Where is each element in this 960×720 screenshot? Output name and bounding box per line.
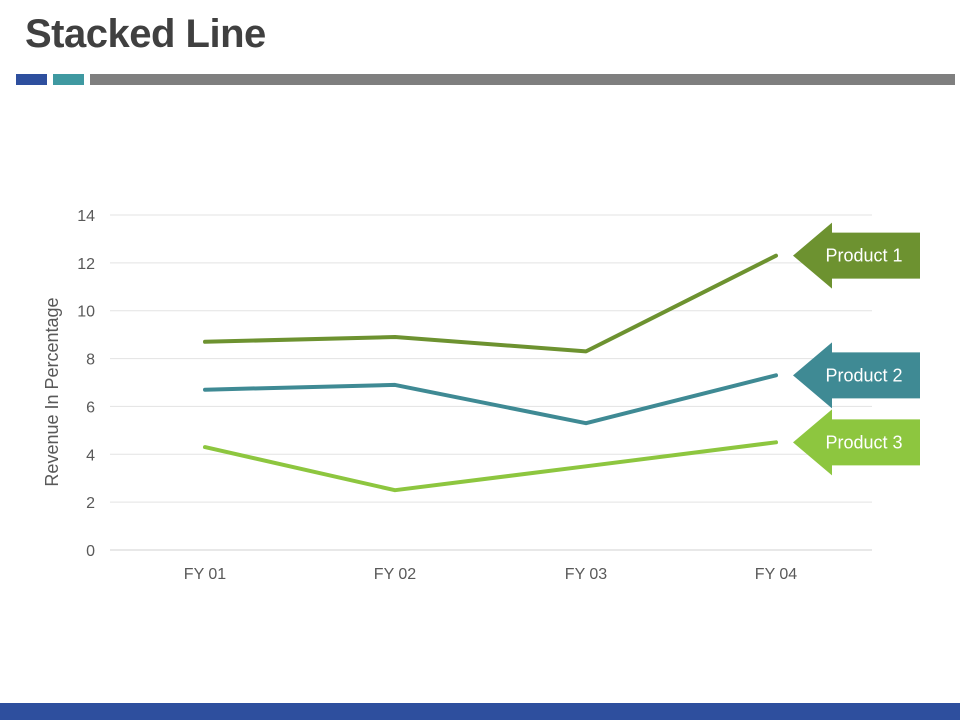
- callout-arrow-1: [793, 222, 920, 289]
- y-tick-label: 12: [77, 256, 95, 273]
- accent-bar-teal: [53, 74, 84, 85]
- y-tick-label: 6: [86, 399, 95, 416]
- x-tick-label: FY 03: [565, 566, 608, 583]
- accent-bar-gray: [90, 74, 955, 85]
- x-tick-label: FY 01: [184, 566, 227, 583]
- y-tick-label: 0: [86, 543, 95, 560]
- x-tick-label: FY 04: [755, 566, 798, 583]
- x-tick-label: FY 02: [374, 566, 417, 583]
- series-label-1: Product 1: [825, 246, 902, 266]
- callout-arrow-2: [793, 342, 920, 409]
- footer-bar: [0, 703, 960, 720]
- series-label-2: Product 2: [825, 365, 902, 385]
- callout-arrow-3: [793, 409, 920, 476]
- y-axis-title: Revenue In Percentage: [42, 297, 62, 486]
- y-axis-ticks: 0 2 4 6 8 10 12 14: [77, 208, 95, 560]
- series-line-3: [203, 440, 778, 493]
- y-tick-label: 14: [77, 208, 95, 225]
- series-label-3: Product 3: [825, 432, 902, 452]
- x-axis-ticks: FY 01 FY 02 FY 03 FY 04: [184, 566, 798, 583]
- slide-title: Stacked Line: [25, 12, 266, 56]
- y-tick-label: 4: [86, 447, 95, 464]
- series-line-1: [203, 253, 778, 354]
- chart-series: [203, 253, 778, 493]
- y-tick-label: 10: [77, 304, 95, 321]
- accent-bar-blue: [16, 74, 47, 85]
- y-tick-label: 8: [86, 352, 95, 369]
- y-tick-label: 2: [86, 495, 95, 512]
- series-callouts: Product 1 Product 2 Product 3: [793, 222, 920, 476]
- series-line-2: [203, 373, 778, 426]
